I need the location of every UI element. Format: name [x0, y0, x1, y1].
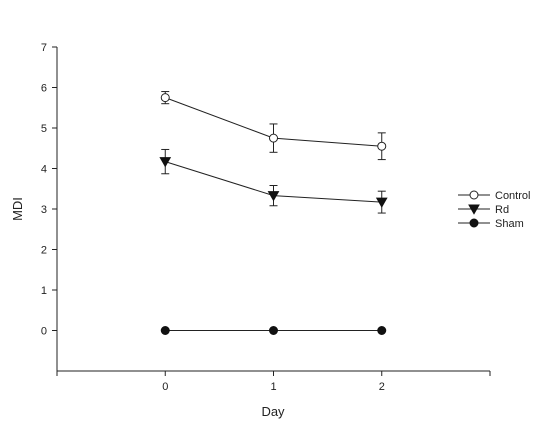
- x-tick-label-1: 1: [270, 381, 276, 393]
- y-tick-label-2: 2: [41, 245, 47, 257]
- legend-marker-rd: [468, 204, 480, 215]
- legend-marker-control: [469, 190, 479, 200]
- point-control-2: [377, 141, 387, 151]
- x-ticks: 0 1 2: [56, 371, 491, 393]
- x-axis-label: Day: [261, 404, 285, 419]
- point-rd-0: [159, 157, 172, 168]
- y-tick-label-7: 7: [41, 42, 47, 54]
- y-axis-label: MDI: [10, 197, 25, 221]
- y-tick-label-1: 1: [41, 285, 47, 297]
- point-sham-1: [269, 326, 278, 335]
- y-ticks: 0 1 2 3 4 5 6 7: [41, 42, 57, 338]
- series-control: [160, 91, 387, 161]
- axes: [56, 47, 490, 372]
- legend-marker-sham: [469, 218, 479, 228]
- legend-label-sham: Sham: [495, 218, 524, 230]
- point-sham-2: [377, 326, 387, 335]
- point-rd-2: [375, 197, 388, 208]
- series-sham: [160, 326, 387, 335]
- point-control-0: [160, 93, 170, 103]
- legend: Control Rd Sham: [458, 190, 530, 230]
- y-tick-label-0: 0: [41, 326, 47, 338]
- y-tick-label-3: 3: [41, 204, 47, 216]
- series-rd: [159, 148, 388, 214]
- x-tick-label-2: 2: [379, 381, 385, 393]
- y-tick-label-5: 5: [41, 123, 47, 135]
- point-sham-0: [160, 326, 170, 335]
- legend-label-rd: Rd: [495, 204, 509, 216]
- point-control-1: [269, 133, 278, 143]
- legend-label-control: Control: [495, 190, 530, 202]
- point-rd-1: [267, 191, 280, 202]
- x-tick-label-0: 0: [162, 381, 168, 393]
- series-layer: [159, 91, 388, 335]
- y-tick-label-6: 6: [41, 83, 47, 95]
- y-tick-label-4: 4: [41, 164, 47, 176]
